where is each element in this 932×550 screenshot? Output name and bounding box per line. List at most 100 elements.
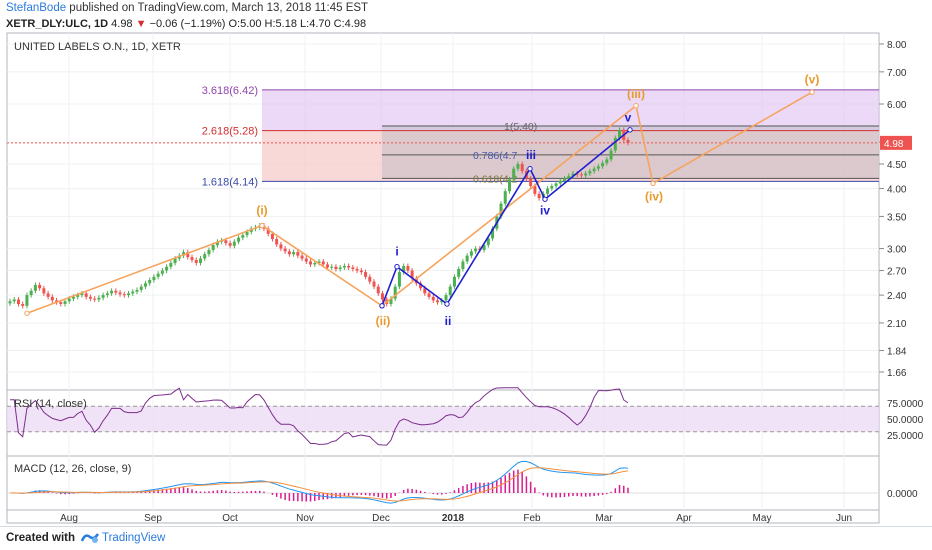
x-tick-label: Dec (372, 513, 390, 524)
candle-body (38, 284, 42, 289)
candle-body (626, 139, 630, 143)
fib-zone-upper (262, 89, 879, 131)
candle-body (173, 258, 177, 263)
rsi-band (7, 406, 879, 432)
candle-body (232, 241, 236, 246)
candle-body (444, 295, 448, 301)
wave-blue-label: ii (445, 314, 452, 328)
candle-body (33, 284, 37, 291)
fib-inner-label: 0.618(4.2 (473, 173, 518, 185)
candle-body (160, 270, 164, 274)
wave-orange-line (26, 91, 813, 315)
candle-body (461, 261, 465, 270)
x-tick-label: May (753, 513, 772, 524)
candle-body (275, 239, 279, 245)
wave-blue-point (394, 264, 400, 270)
candle-body (127, 293, 131, 296)
author-link[interactable]: StefanBode (6, 2, 67, 14)
y-tick-label: 2.70 (887, 267, 907, 278)
candle-body (105, 293, 109, 296)
candle-body (309, 261, 313, 265)
candle-body (156, 273, 160, 277)
candle-body (558, 180, 562, 184)
candle-body (101, 295, 105, 298)
y-tick-label: 3.50 (887, 212, 907, 223)
candle-body (351, 267, 355, 270)
price-change: −0.06 (−1.19%) (149, 18, 226, 30)
candle-body (50, 296, 54, 301)
wave-orange-label: (v) (805, 72, 820, 86)
candle-body (410, 270, 414, 279)
wave-orange-label: (i) (256, 204, 267, 218)
x-tick-label: Nov (296, 513, 314, 524)
candle-body (567, 175, 571, 179)
fib-inner-label: 0.786(4.7 (473, 150, 518, 162)
candle-body (427, 293, 431, 297)
candle-body (431, 296, 435, 301)
rsi-tick-label: 25.0000 (887, 431, 924, 442)
candle-body (588, 171, 592, 174)
candle-body (317, 261, 321, 263)
wave-blue-point (444, 301, 450, 307)
candle-body (605, 159, 609, 164)
candle-body (618, 129, 622, 138)
candle-body (364, 272, 368, 277)
candle-body (457, 269, 461, 277)
candle-body (228, 243, 232, 246)
candle-body (397, 272, 401, 287)
tradingview-logo-icon[interactable] (80, 531, 100, 545)
candle-body (211, 245, 215, 250)
candle-body (93, 298, 97, 300)
wave-orange-label: (ii) (376, 314, 391, 328)
candle-body (16, 299, 20, 304)
candle-body (237, 237, 241, 242)
candle-body (152, 276, 156, 281)
candle-body (571, 173, 575, 176)
candle-body (76, 295, 80, 297)
macd-tick-label: 0.0000 (887, 489, 918, 500)
candle-body (613, 137, 617, 151)
candle-body (42, 288, 46, 294)
candle-body (118, 292, 122, 295)
candle-body (186, 252, 190, 258)
y-tick-label: 1.84 (887, 347, 907, 358)
macd-signal-line (9, 467, 629, 502)
fib-zone-lower (262, 130, 879, 182)
candle-body (436, 300, 440, 303)
x-tick-label: Sep (144, 513, 162, 524)
chart-title: UNITED LABELS O.N., 1D, XETR (14, 41, 181, 53)
y-tick-label: 4.50 (887, 160, 907, 171)
candle-body (376, 286, 380, 294)
candle-body (584, 173, 588, 176)
candle-body (347, 265, 351, 268)
candle-body (512, 168, 516, 180)
publish-header: StefanBode published on TradingView.com,… (6, 2, 368, 14)
fib-level-label: 2.618(5.28) (202, 126, 258, 138)
candle-body (279, 244, 283, 249)
candle-body (71, 296, 75, 299)
last-price: 4.98 (111, 18, 133, 30)
candle-body (423, 288, 427, 294)
candle-body (88, 296, 92, 299)
candle-body (143, 283, 147, 287)
tradingview-link[interactable]: TradingView (102, 532, 166, 544)
candle-body (486, 238, 490, 246)
published-text: published on TradingView.com, March 13, … (66, 2, 369, 14)
candle-body (59, 302, 63, 304)
wave-orange-label: (iii) (627, 87, 645, 101)
candle-body (165, 266, 169, 271)
rsi-line (10, 387, 629, 446)
candle-body (359, 270, 363, 273)
candle-body (330, 266, 334, 268)
candle-body (372, 281, 376, 287)
candle-body (67, 298, 71, 302)
candle-body (474, 248, 478, 252)
wave-orange-point (633, 103, 639, 109)
candle-body (465, 255, 469, 262)
candle-body (325, 264, 329, 268)
candle-body (601, 163, 605, 167)
wave-blue-point (542, 196, 548, 202)
wave-orange-label: (iv) (645, 190, 663, 204)
y-tick-label: 3.00 (887, 245, 907, 256)
